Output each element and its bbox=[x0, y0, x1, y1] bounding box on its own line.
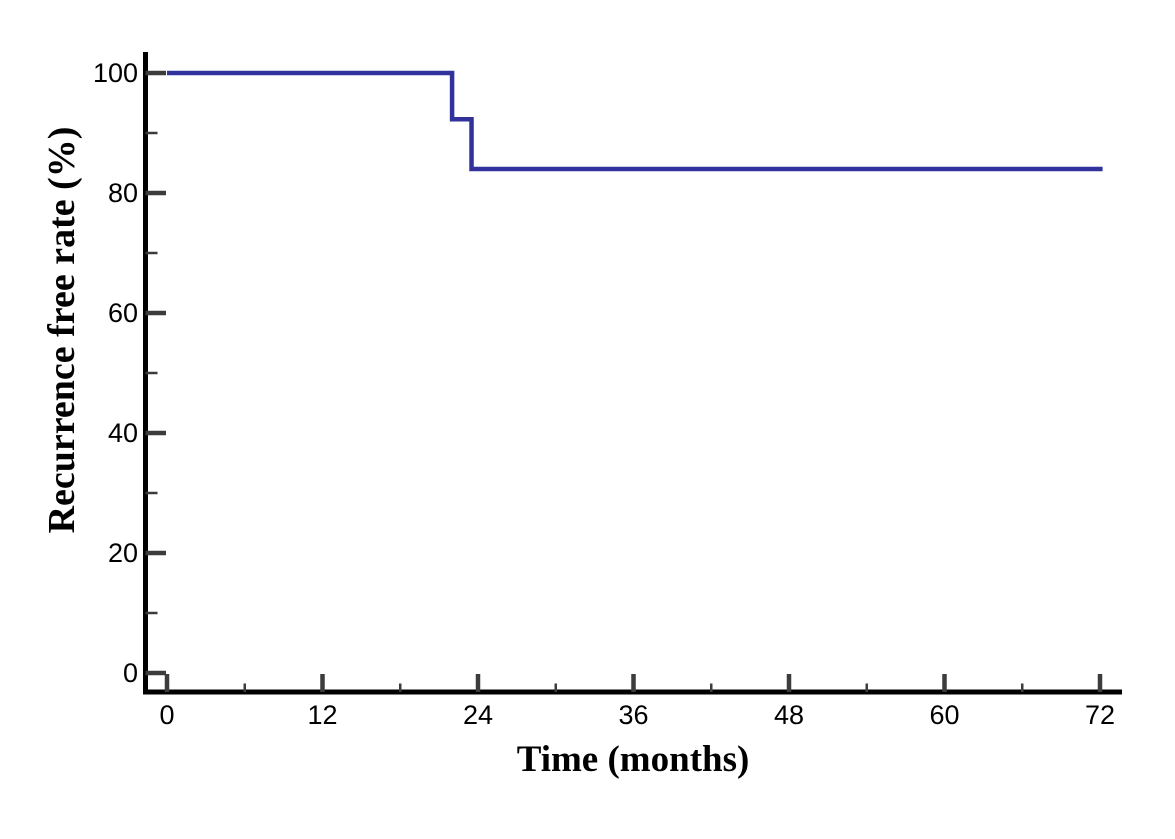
y-tick-label: 20 bbox=[108, 538, 138, 568]
x-tick-label: 0 bbox=[159, 700, 174, 730]
x-tick-label: 48 bbox=[774, 700, 804, 730]
x-tick-label: 12 bbox=[307, 700, 337, 730]
x-tick-label: 72 bbox=[1085, 700, 1115, 730]
x-tick-label: 36 bbox=[618, 700, 648, 730]
y-tick-label: 40 bbox=[108, 418, 138, 448]
y-axis-title: Recurrence free rate (%) bbox=[41, 126, 83, 534]
x-tick-label: 24 bbox=[463, 700, 493, 730]
y-tick-label: 60 bbox=[108, 298, 138, 328]
y-tick-label: 100 bbox=[93, 58, 138, 88]
x-tick-label: 60 bbox=[929, 700, 959, 730]
x-axis-title: Time (months) bbox=[516, 739, 750, 780]
y-tick-label: 0 bbox=[123, 658, 138, 688]
survival-curve bbox=[167, 70, 1103, 172]
y-tick-label: 80 bbox=[108, 178, 138, 208]
